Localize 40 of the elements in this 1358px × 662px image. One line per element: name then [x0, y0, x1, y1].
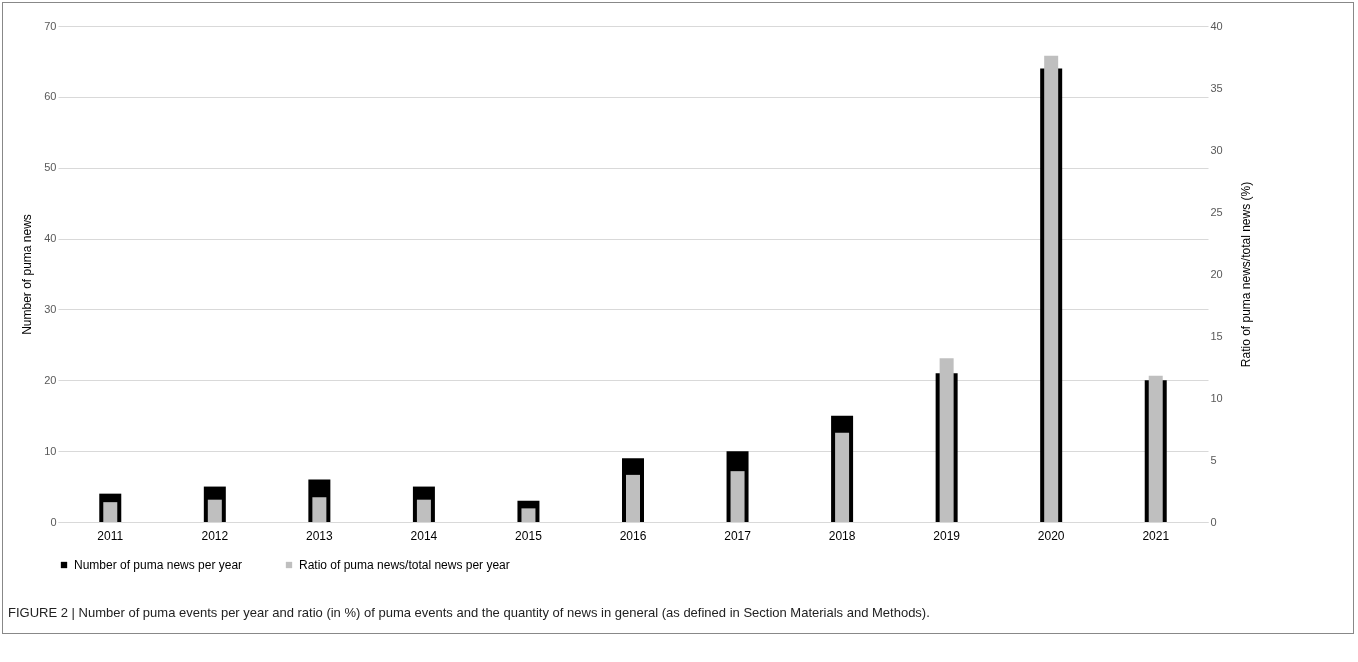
y-tick-label: 20: [44, 373, 57, 386]
y2-tick-label: 15: [1210, 329, 1223, 342]
y2-tick-label: 30: [1210, 143, 1223, 156]
x-tick-label: 2020: [1037, 528, 1065, 543]
x-tick-label: 2021: [1142, 528, 1170, 543]
bar: [416, 499, 431, 522]
y-tick-label: 40: [44, 232, 57, 245]
x-tick-label: 2017: [724, 528, 752, 543]
x-tick-label: 2011: [97, 528, 124, 543]
y2-tick-label: 10: [1210, 391, 1223, 404]
x-tick-label: 2013: [306, 528, 334, 543]
bar: [626, 474, 640, 522]
y2-axis-title: Ratio of puma news/total news (%): [1238, 181, 1253, 368]
y2-tick-label: 40: [1210, 19, 1223, 32]
y-tick-label: 50: [44, 161, 57, 174]
bar: [312, 497, 327, 522]
x-tick-label: 2014: [410, 528, 438, 543]
y-axis-title: Number of puma news: [20, 214, 35, 335]
y2-tick-label: 0: [1210, 515, 1217, 528]
bar: [521, 508, 536, 522]
legend-label: Ratio of puma news/total news per year: [299, 558, 510, 572]
y-tick-label: 70: [44, 19, 57, 32]
x-tick-label: 2015: [515, 528, 543, 543]
y-tick-label: 0: [50, 515, 57, 528]
bar: [730, 471, 745, 522]
caption: FIGURE 2 | Number of puma events per year and ratio (in %) of puma events and the quantity of news in general (as defined in Section Materials and Methods).: [8, 605, 930, 620]
y2-tick-label: 20: [1210, 267, 1223, 280]
bar: [207, 499, 222, 522]
legend-label: Number of puma news per year: [74, 558, 243, 572]
y2-tick-label: 25: [1210, 205, 1223, 218]
y-tick-label: 10: [44, 444, 57, 457]
y-tick-label: 60: [44, 90, 57, 103]
x-tick-label: 2018: [828, 528, 856, 543]
y2-tick-label: 35: [1210, 81, 1223, 94]
x-tick-label: 2016: [619, 528, 647, 543]
x-tick-label: 2019: [933, 528, 961, 543]
bar: [103, 502, 118, 522]
y2-tick-label: 5: [1210, 453, 1217, 466]
y-tick-label: 30: [44, 302, 57, 315]
x-tick-label: 2012: [201, 528, 229, 543]
